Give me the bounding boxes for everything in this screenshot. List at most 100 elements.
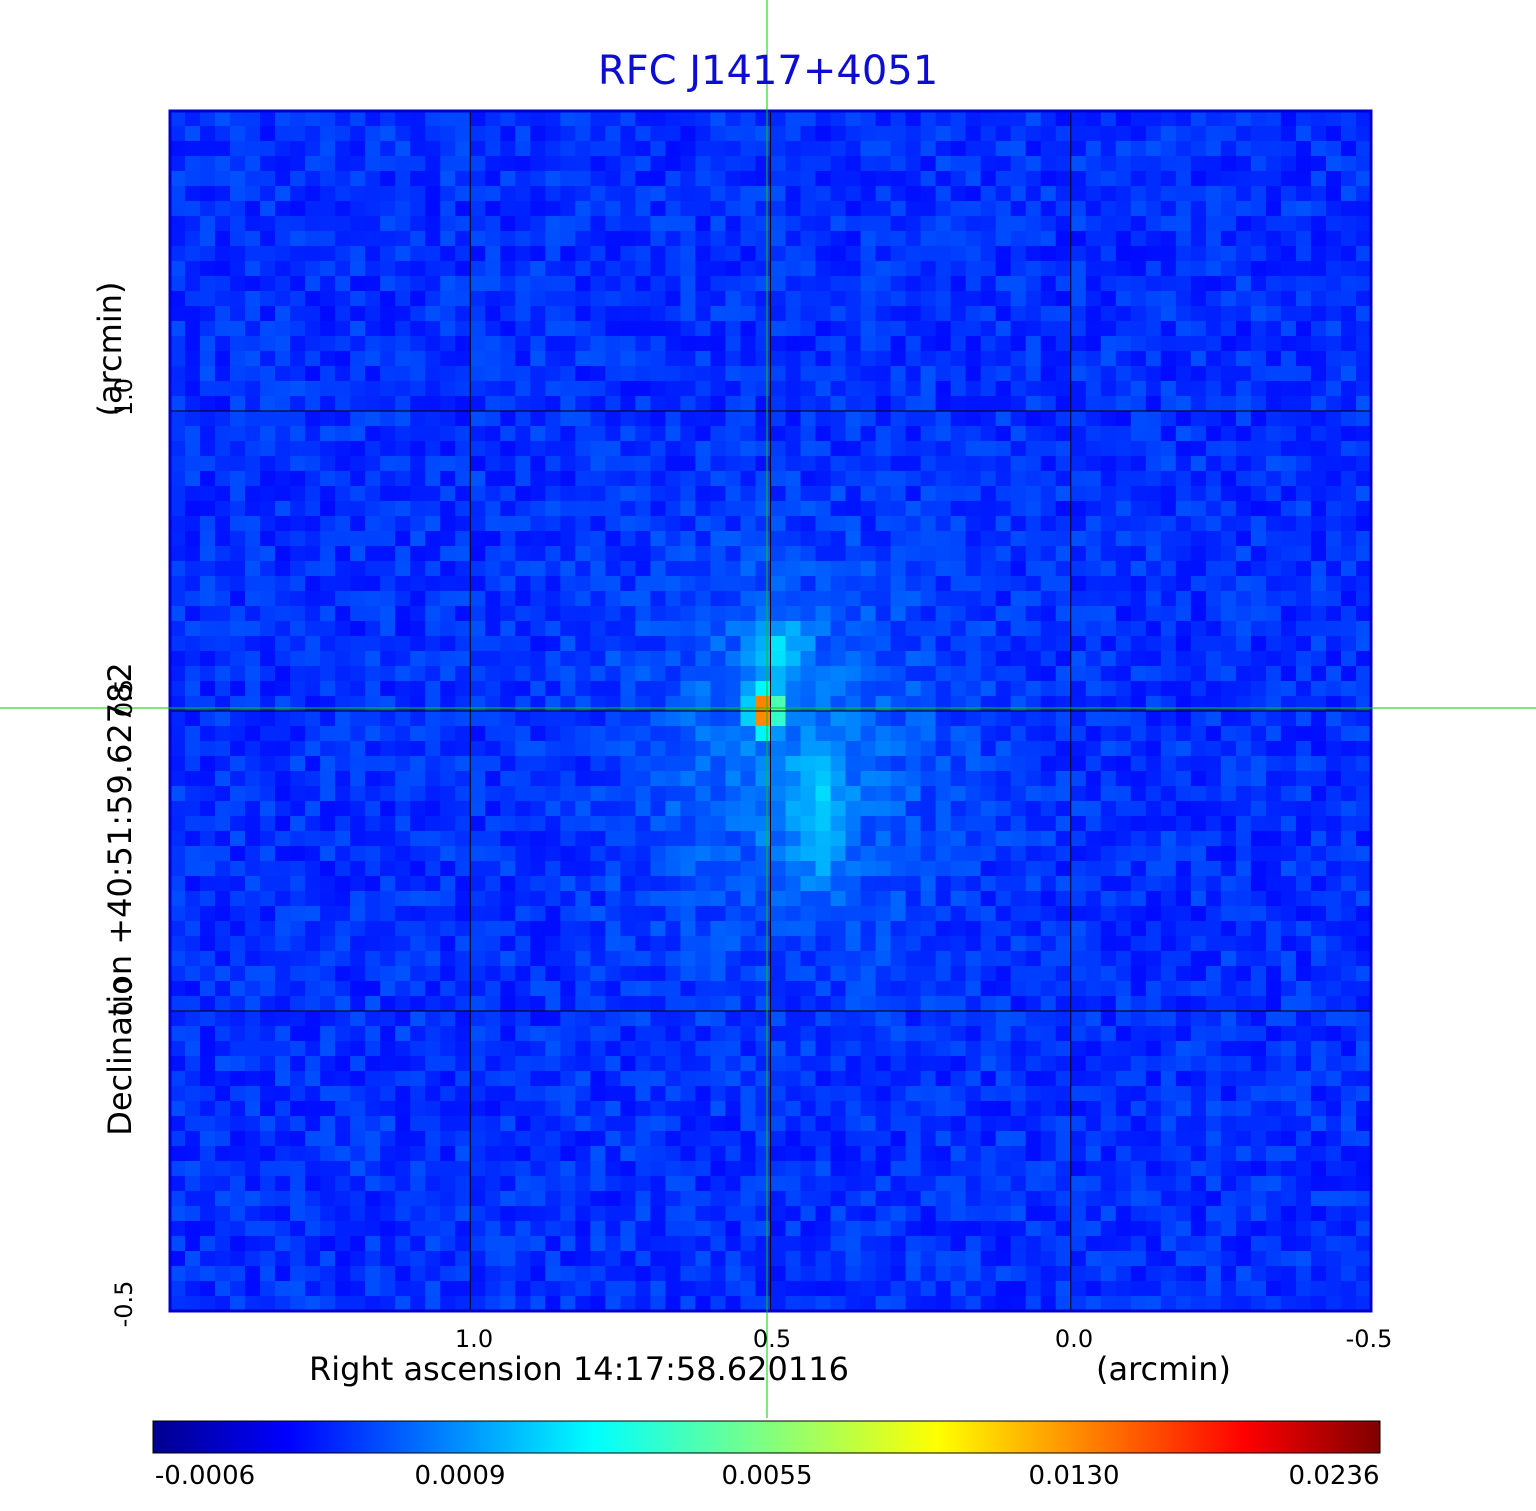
heatmap-cell [965,906,982,922]
heatmap-cell [650,171,667,187]
heatmap-cell [290,411,306,427]
heatmap-cell [1145,711,1162,727]
heatmap-cell [665,621,682,637]
heatmap-cell [290,186,306,202]
heatmap-cell [635,141,651,157]
heatmap-cell [335,921,351,937]
heatmap-cell [1040,501,1057,517]
heatmap-cell [605,936,621,952]
heatmap-cell [1025,471,1042,487]
heatmap-cell [590,786,606,802]
heatmap-cell [710,906,727,922]
heatmap-cell [1175,681,1192,697]
heatmap-cell [590,891,606,907]
heatmap-cell [890,726,907,742]
heatmap-cell [830,276,847,292]
heatmap-cell [1070,396,1087,412]
heatmap-cell [845,486,862,502]
heatmap-cell [980,126,997,142]
heatmap-cell [860,486,877,502]
heatmap-cell [185,141,201,157]
heatmap-cell [545,141,561,157]
heatmap-cell [530,981,546,997]
heatmap-cell [680,501,697,517]
heatmap-cell [245,726,261,742]
heatmap-cell [230,156,246,172]
heatmap-cell [620,786,636,802]
heatmap-cell [1265,321,1282,337]
heatmap-cell [1085,126,1102,142]
heatmap-cell [215,456,231,472]
heatmap-cell [575,411,591,427]
heatmap-cell [1280,411,1297,427]
heatmap-cell [620,846,636,862]
heatmap-cell [350,651,366,667]
heatmap-cell [755,936,772,952]
heatmap-cell [320,321,336,337]
heatmap-cell [1280,951,1297,967]
heatmap-cell [260,126,276,142]
heatmap-cell [1355,711,1372,727]
heatmap-cell [1115,1026,1132,1042]
heatmap-cell [1325,756,1342,772]
heatmap-cell [965,756,982,772]
heatmap-cell [995,186,1012,202]
heatmap-cell [770,591,787,607]
heatmap-cell [530,1026,546,1042]
heatmap-cell [275,171,291,187]
heatmap-cell [1085,696,1102,712]
heatmap-cell [1250,141,1267,157]
heatmap-cell [410,126,426,142]
heatmap-cell [1220,861,1237,877]
heatmap-cell [1010,621,1027,637]
heatmap-cell [575,861,591,877]
heatmap-cell [695,216,712,232]
heatmap-cell [830,861,847,877]
heatmap-cell [560,321,576,337]
heatmap-cell [1055,441,1072,457]
heatmap-cell [290,306,306,322]
heatmap-cell [455,186,471,202]
heatmap-cell [1205,546,1222,562]
heatmap-cell [410,651,426,667]
heatmap-cell [740,576,757,592]
heatmap-cell [950,291,967,307]
heatmap-cell [980,891,997,907]
heatmap-cell [620,171,636,187]
heatmap-cell [695,276,712,292]
heatmap-cell [905,486,922,502]
heatmap-cell [905,936,922,952]
heatmap-cell [515,876,531,892]
heatmap-cell [665,171,682,187]
heatmap-cell [950,606,967,622]
heatmap-cell [1280,186,1297,202]
heatmap-cell [620,216,636,232]
heatmap-cell [1295,741,1312,757]
heatmap-cell [1235,636,1252,652]
heatmap-cell [1115,846,1132,862]
heatmap-cell [845,681,862,697]
heatmap-cell [365,651,381,667]
heatmap-cell [1280,336,1297,352]
heatmap-cell [545,471,561,487]
heatmap-cell [1220,936,1237,952]
heatmap-cell [695,561,712,577]
heatmap-cell [965,216,982,232]
heatmap-cell [230,441,246,457]
heatmap-cell [755,516,772,532]
heatmap-cell [845,426,862,442]
heatmap-cell [620,966,636,982]
heatmap-cell [455,396,471,412]
heatmap-cell [215,786,231,802]
heatmap-cell [620,681,636,697]
heatmap-cell [740,111,757,127]
heatmap-cell [845,396,862,412]
heatmap-cell [755,561,772,577]
heatmap-cell [650,471,667,487]
heatmap-cell [590,531,606,547]
heatmap-cell [395,246,411,262]
heatmap-cell [185,531,201,547]
heatmap-cell [245,411,261,427]
heatmap-cell [875,966,892,982]
heatmap-cell [1280,681,1297,697]
